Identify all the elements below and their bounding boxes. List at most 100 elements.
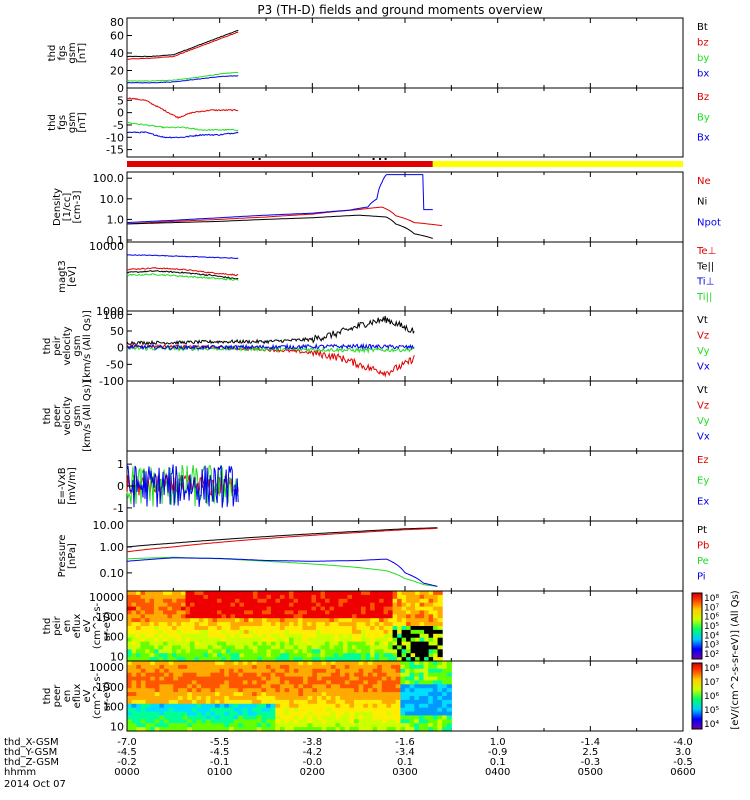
spectrogram-cell — [167, 622, 173, 627]
spectrogram-cell — [372, 684, 378, 689]
spectrogram-cell — [349, 696, 355, 701]
spectrogram-cell — [293, 692, 299, 697]
y-tick-label: 10 — [110, 721, 124, 734]
spectrogram-cell — [205, 692, 211, 697]
spectrogram-cell — [298, 719, 304, 724]
spectrogram-cell — [406, 622, 412, 627]
spectrogram-cell — [182, 699, 188, 705]
spectrogram-cell — [221, 637, 227, 643]
spectrogram-cell — [377, 684, 383, 689]
spectrogram-cell — [131, 614, 137, 619]
spectrogram-cell — [312, 668, 318, 674]
spectrogram-cell — [406, 618, 412, 623]
spectrogram-cell — [363, 664, 369, 670]
spectrogram-cell — [303, 711, 309, 717]
spectrogram-cell — [172, 637, 178, 643]
bottom-row-label: thd_Z-GSM — [4, 757, 59, 768]
spectrogram-cell — [256, 676, 262, 682]
spectrogram-cell — [335, 696, 341, 701]
spectrogram-cell — [418, 699, 425, 705]
spectrogram-cell — [321, 664, 327, 670]
spectrogram-cell — [176, 591, 182, 596]
spectrogram-cell — [379, 614, 385, 619]
spectrogram-cell — [154, 672, 160, 678]
spectrogram-cell — [293, 688, 299, 693]
spectrogram-cell — [442, 707, 448, 713]
spectrogram-cell — [191, 723, 198, 728]
spectrogram-cell — [307, 614, 313, 619]
spectrogram-cell — [356, 637, 362, 643]
spectrogram-cell — [383, 633, 389, 639]
spectrogram-cell — [275, 699, 281, 705]
spectrogram-cell — [187, 661, 193, 666]
spectrogram-cell — [397, 653, 403, 658]
spectrogram-cell — [344, 680, 350, 685]
spectrogram-cell — [261, 699, 267, 705]
spectrogram-cell — [400, 711, 406, 717]
spectrogram-cell — [279, 668, 286, 674]
spectrogram-cell — [432, 672, 438, 678]
spectrogram-cell — [379, 618, 385, 623]
spectrogram-cell — [173, 664, 179, 670]
spectrogram-cell — [374, 633, 380, 639]
spectrogram-cell — [261, 664, 267, 670]
spectrogram-cell — [329, 594, 335, 600]
spectrogram-cell — [365, 622, 371, 627]
series-p7-Ex — [126, 464, 239, 508]
spectrogram-cell — [320, 649, 326, 654]
spectrogram-cell — [261, 723, 267, 728]
spectrogram-cell — [168, 688, 174, 693]
spectrogram-cell — [247, 684, 253, 689]
y-axis-label-p1: thd — [47, 45, 58, 62]
spectrogram-cell — [247, 688, 253, 693]
spectrogram-cell — [154, 657, 160, 662]
spectrogram-cell — [446, 703, 452, 709]
spectrogram-cell — [374, 645, 380, 650]
spectrogram-cell — [401, 602, 407, 608]
spectrogram-cell — [432, 719, 438, 724]
spectrogram-cell — [239, 622, 245, 627]
spectrogram-cell — [136, 719, 142, 724]
spectrogram-cell — [280, 653, 286, 658]
spectrogram-cell — [261, 680, 267, 685]
spectrogram-cell — [340, 723, 346, 728]
spectrogram-cell — [388, 653, 394, 658]
spectrogram-cell — [335, 711, 341, 717]
spectrogram-cell — [329, 606, 335, 612]
spectrogram-cell — [317, 719, 323, 724]
panel-p9: thd peir en eflux eV (cm^2-s-sr-eV)1000010001… — [42, 590, 684, 664]
spectrogram-cell — [414, 699, 420, 705]
spectrogram-cell — [397, 614, 403, 619]
spectrogram-cell — [329, 645, 335, 650]
spectrogram-cell — [379, 606, 385, 612]
spectrogram-cell — [361, 649, 367, 654]
spectrogram-cell — [164, 680, 170, 685]
spectrogram-cell — [228, 688, 235, 693]
spectrogram-cell — [298, 649, 304, 654]
spectrogram-cell — [238, 723, 244, 728]
spectrogram-cell — [354, 672, 360, 678]
spectrogram-cell — [424, 629, 430, 635]
spectrogram-cell — [330, 664, 337, 670]
spectrogram-cell — [344, 707, 350, 713]
spectrogram-cell — [377, 703, 383, 709]
spectrogram-cell — [367, 688, 374, 693]
spectrogram-cell — [298, 637, 304, 643]
spectrogram-cell — [215, 703, 221, 709]
spectrogram-cell — [219, 668, 225, 674]
spectrogram-cell — [329, 633, 335, 639]
spectrogram-cell — [205, 684, 211, 689]
spectrogram-cell — [154, 699, 160, 705]
spectrogram-cell — [270, 680, 276, 685]
spectrogram-cell — [145, 707, 151, 713]
spectrogram-cell — [266, 637, 272, 643]
spectrogram-cell — [423, 711, 429, 717]
spectrogram-cell — [266, 672, 272, 678]
spectrogram-cell — [275, 680, 281, 685]
spectrogram-cell — [221, 591, 227, 596]
spectrogram-cell — [415, 626, 421, 631]
spectrogram-cell — [372, 723, 378, 728]
spectrogram-cell — [391, 680, 397, 685]
spectrogram-cell — [386, 719, 392, 724]
spectrogram-cell — [145, 622, 151, 627]
